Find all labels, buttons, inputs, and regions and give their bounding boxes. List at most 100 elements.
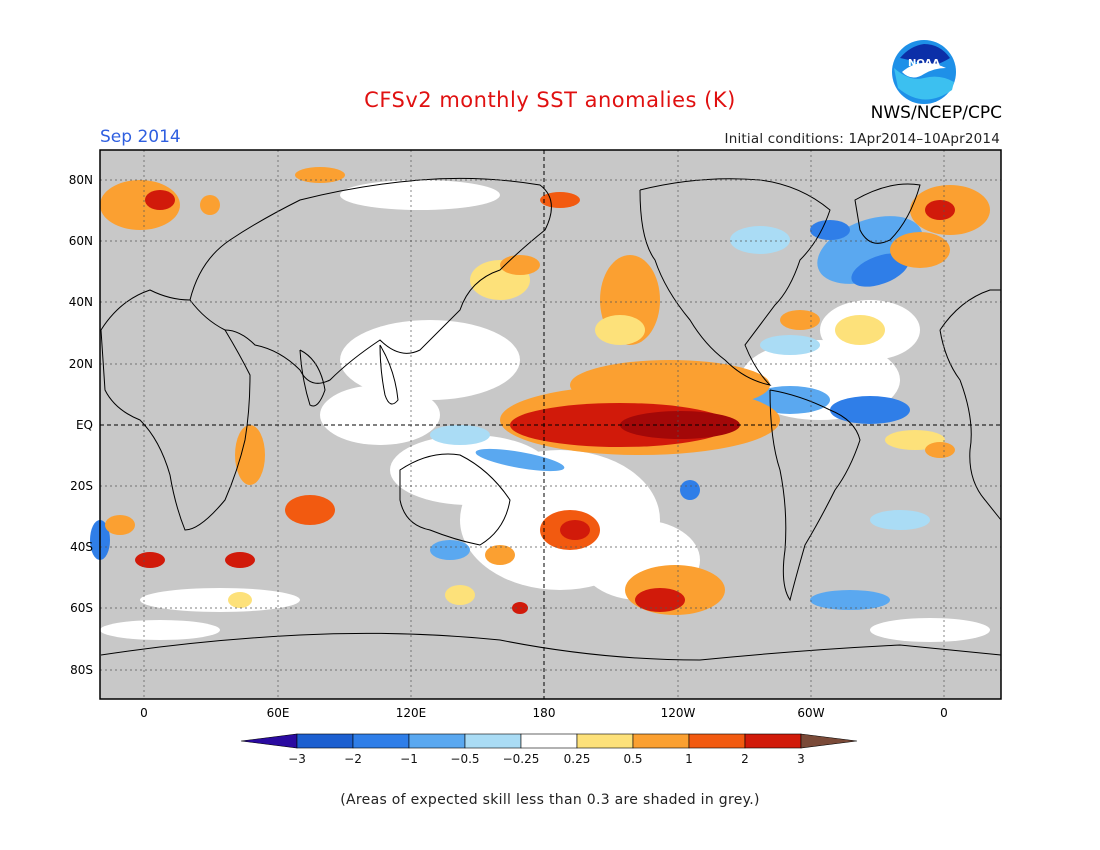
latitude-tick-label: 40N: [69, 295, 93, 309]
coastline-south-america: [769, 389, 861, 602]
anomaly-patch: [570, 360, 770, 410]
colorbar-segment: [632, 733, 690, 749]
anomaly-patch: [620, 411, 740, 439]
colorbar-segment: [520, 733, 578, 749]
anomaly-patch: [430, 425, 490, 445]
longitude-tick-label: 60W: [797, 706, 824, 720]
anomaly-patch: [925, 200, 955, 220]
logo-text: NOAA: [908, 58, 940, 69]
colorbar-label: −2: [344, 752, 362, 766]
anomaly-patch: [295, 167, 345, 183]
colorbar-low-arrow: [240, 733, 298, 749]
colorbar-high-arrow: [800, 733, 858, 749]
anomaly-patch: [810, 220, 850, 240]
anomaly-patch: [228, 592, 252, 608]
anomaly-patch: [100, 620, 220, 640]
longitude-tick-label: 120E: [396, 706, 427, 720]
longitude-tick-label: 180: [533, 706, 556, 720]
coastline-greenland: [854, 183, 921, 244]
latitude-tick-label: 20N: [69, 357, 93, 371]
anomaly-patch: [445, 585, 475, 605]
anomaly-patch: [340, 180, 500, 210]
colorbar-segment: [296, 733, 354, 749]
latitude-tick-label: 60N: [69, 234, 93, 248]
agency-label: NWS/NCEP/CPC: [870, 103, 1002, 123]
anomaly-patch: [135, 552, 165, 568]
longitude-tick-label: 120W: [661, 706, 696, 720]
latitude-tick-label: 20S: [70, 479, 93, 493]
latitude-tick-label: 60S: [70, 601, 93, 615]
anomaly-patch: [760, 335, 820, 355]
anomaly-patch: [870, 618, 990, 642]
coastlines: [100, 177, 1002, 661]
anomaly-patch: [635, 588, 685, 612]
anomaly-patch: [145, 190, 175, 210]
anomaly-patch: [680, 480, 700, 500]
colorbar-label: 0.5: [623, 752, 642, 766]
anomaly-patch: [340, 320, 520, 400]
colorbar-label: −0.25: [503, 752, 540, 766]
colorbar-label: 2: [741, 752, 749, 766]
noaa-logo: NOAA: [892, 40, 956, 104]
longitude-ticks: 0 60E 120E 180 120W 60W 0: [140, 706, 948, 720]
anomaly-patch: [320, 385, 440, 445]
longitude-tick-label: 0: [140, 706, 148, 720]
anomaly-patch: [835, 315, 885, 345]
anomaly-patch: [475, 448, 565, 472]
anomaly-patch: [810, 590, 890, 610]
grey-shading-note: (Areas of expected skill less than 0.3 a…: [340, 792, 760, 808]
anomaly-patch: [925, 442, 955, 458]
colorbar-label: −0.5: [450, 752, 479, 766]
lat-lon-grid: [100, 150, 1001, 699]
colorbar-segment: [576, 733, 634, 749]
chart-title: CFSv2 monthly SST anomalies (K): [364, 88, 736, 112]
latitude-ticks: 80N 60N 40N 20N EQ 20S 40S 60S 80S: [69, 173, 93, 677]
colorbar-segment: [408, 733, 466, 749]
coastline-africa-east: [939, 289, 1002, 521]
colorbar-label: 1: [685, 752, 693, 766]
forecast-month-label: Sep 2014: [100, 127, 181, 147]
anomaly-patch: [540, 192, 580, 208]
anomaly-patch: [285, 495, 335, 525]
colorbar-segment: [464, 733, 522, 749]
initial-conditions-label: Initial conditions: 1Apr2014–10Apr2014: [724, 131, 1000, 147]
anomaly-patch: [225, 552, 255, 568]
latitude-tick-label: EQ: [76, 418, 93, 432]
colorbar-label: −3: [288, 752, 306, 766]
colorbar-segment: [352, 733, 410, 749]
latitude-tick-label: 80S: [70, 663, 93, 677]
colorbar-label: 3: [797, 752, 805, 766]
longitude-tick-label: 0: [940, 706, 948, 720]
latitude-tick-label: 80N: [69, 173, 93, 187]
anomaly-patch: [830, 396, 910, 424]
coastline-eurasia: [189, 177, 552, 384]
map-frame: [99, 149, 1002, 700]
anomaly-patch: [105, 515, 135, 535]
anomaly-patch: [430, 540, 470, 560]
longitude-tick-label: 60E: [267, 706, 290, 720]
anomaly-patch: [485, 545, 515, 565]
anomaly-patch: [780, 310, 820, 330]
coastline-antarctica: [100, 632, 1002, 661]
anomaly-patch: [595, 315, 645, 345]
anomaly-patch: [140, 588, 300, 612]
latitude-tick-label: 40S: [70, 540, 93, 554]
anomaly-patch: [870, 510, 930, 530]
colorbar-label: −1: [400, 752, 418, 766]
coastline-north-america: [639, 178, 831, 386]
coastline-australia: [399, 453, 511, 546]
anomaly-patch: [235, 425, 265, 485]
anomaly-patch: [200, 195, 220, 215]
colorbar-segment: [744, 733, 802, 749]
anomaly-fields: [90, 167, 990, 642]
colorbar-label: 0.25: [564, 752, 591, 766]
coastline-india: [299, 349, 326, 407]
coastline-africa-eurasia: [100, 289, 251, 531]
coastline-indochina: [379, 344, 399, 405]
anomaly-patch: [851, 253, 909, 287]
anomaly-patch: [560, 520, 590, 540]
colorbar-segment: [688, 733, 746, 749]
anomaly-patch: [730, 226, 790, 254]
